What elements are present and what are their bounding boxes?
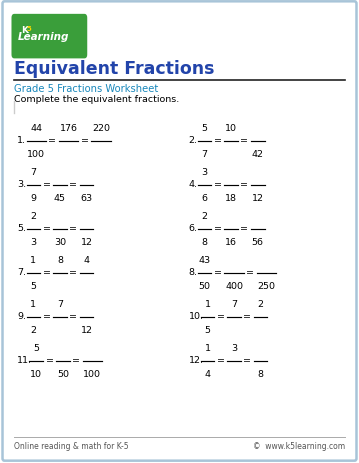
Text: 1: 1	[205, 300, 210, 309]
Text: =: =	[243, 356, 251, 365]
FancyBboxPatch shape	[11, 15, 87, 59]
Text: 18: 18	[225, 194, 237, 203]
Text: 9: 9	[31, 194, 36, 203]
Text: =: =	[241, 224, 248, 233]
Text: 44: 44	[30, 124, 42, 133]
Text: 3: 3	[231, 344, 237, 353]
Text: 2: 2	[31, 212, 36, 221]
Text: =: =	[48, 136, 56, 145]
Text: 400: 400	[225, 282, 243, 291]
Text: 7: 7	[202, 150, 208, 159]
Text: =: =	[214, 268, 222, 277]
Text: 12: 12	[80, 238, 93, 247]
Text: 2: 2	[258, 300, 264, 309]
Text: =: =	[241, 136, 248, 145]
Text: 7: 7	[31, 168, 36, 177]
Text: 4: 4	[84, 256, 89, 265]
Text: 220: 220	[92, 124, 110, 133]
Text: 50: 50	[57, 369, 69, 379]
Text: =: =	[243, 312, 251, 321]
Text: 5: 5	[33, 344, 39, 353]
Text: 7: 7	[231, 300, 237, 309]
Text: =: =	[217, 312, 225, 321]
Text: 1: 1	[205, 344, 210, 353]
Text: =: =	[72, 356, 80, 365]
Text: 8: 8	[57, 256, 63, 265]
Text: =: =	[69, 312, 77, 321]
Text: 3: 3	[30, 238, 37, 247]
Text: Learning: Learning	[18, 32, 69, 43]
Text: ©  www.k5learning.com: © www.k5learning.com	[252, 441, 345, 450]
Text: 4.: 4.	[188, 180, 197, 189]
Text: =: =	[214, 224, 222, 233]
Text: 4: 4	[205, 369, 210, 379]
Text: 2: 2	[202, 212, 208, 221]
Text: 7: 7	[57, 300, 63, 309]
Text: 8: 8	[258, 369, 264, 379]
Text: 16: 16	[225, 238, 237, 247]
Text: 10: 10	[30, 369, 42, 379]
Text: 30: 30	[54, 238, 66, 247]
Text: 6: 6	[202, 194, 208, 203]
Text: =: =	[217, 356, 225, 365]
Text: 63: 63	[80, 194, 93, 203]
Text: 6.: 6.	[188, 224, 197, 233]
Text: =: =	[43, 180, 51, 189]
Text: =: =	[214, 136, 222, 145]
Text: 1.: 1.	[17, 136, 26, 145]
Text: 42: 42	[252, 150, 264, 159]
Text: Equivalent Fractions: Equivalent Fractions	[14, 60, 215, 78]
Text: 250: 250	[257, 282, 275, 291]
Text: 43: 43	[199, 256, 211, 265]
Text: =: =	[69, 180, 77, 189]
Text: 100: 100	[83, 369, 101, 379]
Text: =: =	[241, 180, 248, 189]
Text: 12: 12	[252, 194, 264, 203]
Text: 8.: 8.	[188, 268, 197, 277]
Text: Complete the equivalent fractions.: Complete the equivalent fractions.	[14, 95, 180, 104]
Text: 5: 5	[27, 25, 32, 31]
Text: 12.: 12.	[188, 356, 204, 365]
Text: 2: 2	[31, 325, 36, 335]
Text: 1: 1	[31, 256, 36, 265]
Text: 5.: 5.	[17, 224, 26, 233]
Text: 7.: 7.	[17, 268, 26, 277]
Text: =: =	[43, 312, 51, 321]
Text: 5: 5	[202, 124, 208, 133]
Text: =: =	[69, 224, 77, 233]
Text: =: =	[43, 224, 51, 233]
Text: 45: 45	[54, 194, 66, 203]
Text: 3: 3	[201, 168, 208, 177]
Text: 9.: 9.	[17, 312, 26, 321]
Text: =: =	[43, 268, 51, 277]
Text: 100: 100	[27, 150, 45, 159]
Text: =: =	[214, 180, 222, 189]
Text: 12: 12	[80, 325, 93, 335]
Text: 5: 5	[205, 325, 210, 335]
Text: Grade 5 Fractions Worksheet: Grade 5 Fractions Worksheet	[14, 83, 159, 94]
Text: 2.: 2.	[188, 136, 197, 145]
Text: =: =	[246, 268, 254, 277]
Text: 50: 50	[199, 282, 211, 291]
Text: 8: 8	[202, 238, 208, 247]
FancyBboxPatch shape	[3, 2, 356, 461]
Text: 3.: 3.	[17, 180, 26, 189]
Text: 1: 1	[31, 300, 36, 309]
Text: 176: 176	[60, 124, 78, 133]
Text: =: =	[46, 356, 53, 365]
Text: Online reading & math for K-5: Online reading & math for K-5	[14, 441, 129, 450]
Text: 56: 56	[252, 238, 264, 247]
Text: 11.: 11.	[17, 356, 32, 365]
Text: =: =	[69, 268, 77, 277]
Text: =: =	[81, 136, 89, 145]
Text: 10.: 10.	[188, 312, 204, 321]
Text: K: K	[21, 25, 28, 34]
Text: 10: 10	[225, 124, 237, 133]
Text: 5: 5	[31, 282, 36, 291]
